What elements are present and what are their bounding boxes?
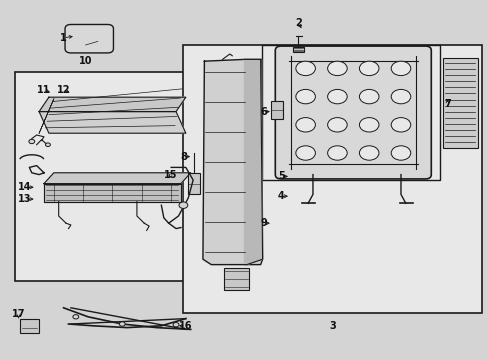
Text: 3: 3 — [328, 321, 335, 331]
Ellipse shape — [295, 61, 315, 76]
Ellipse shape — [359, 89, 378, 104]
Ellipse shape — [327, 61, 346, 76]
Text: 9: 9 — [260, 218, 267, 228]
Bar — [293, 47, 304, 52]
Ellipse shape — [390, 146, 410, 160]
Text: 17: 17 — [12, 309, 25, 319]
Bar — [271, 101, 282, 119]
Text: 14: 14 — [18, 182, 31, 192]
Polygon shape — [244, 59, 262, 265]
Ellipse shape — [390, 61, 410, 76]
Ellipse shape — [179, 202, 187, 208]
Ellipse shape — [359, 61, 378, 76]
Polygon shape — [203, 59, 262, 265]
Text: 15: 15 — [164, 170, 178, 180]
Text: 12: 12 — [57, 85, 70, 95]
Bar — [261, 45, 439, 180]
Polygon shape — [39, 112, 185, 133]
Bar — [20, 319, 39, 333]
Text: 2: 2 — [294, 18, 301, 28]
Ellipse shape — [390, 89, 410, 104]
Ellipse shape — [45, 143, 50, 147]
Ellipse shape — [327, 89, 346, 104]
Text: 5: 5 — [277, 171, 284, 181]
Text: 10: 10 — [79, 56, 92, 66]
Bar — [15, 72, 203, 281]
Ellipse shape — [295, 118, 315, 132]
Text: 13: 13 — [18, 194, 31, 204]
FancyBboxPatch shape — [65, 24, 113, 53]
Ellipse shape — [359, 146, 378, 160]
Ellipse shape — [295, 146, 315, 160]
Ellipse shape — [29, 139, 35, 144]
Ellipse shape — [295, 89, 315, 104]
Ellipse shape — [119, 322, 125, 326]
Ellipse shape — [327, 118, 346, 132]
Text: 6: 6 — [260, 107, 267, 117]
Ellipse shape — [173, 323, 179, 327]
Ellipse shape — [73, 315, 79, 319]
Ellipse shape — [359, 118, 378, 132]
Bar — [442, 58, 477, 148]
Text: 16: 16 — [179, 321, 192, 331]
Bar — [224, 268, 249, 290]
Polygon shape — [44, 173, 190, 184]
Ellipse shape — [390, 118, 410, 132]
Ellipse shape — [327, 146, 346, 160]
Polygon shape — [44, 184, 181, 202]
Text: 8: 8 — [180, 152, 186, 162]
Bar — [188, 173, 200, 194]
FancyBboxPatch shape — [275, 46, 430, 179]
Text: 11: 11 — [37, 85, 51, 95]
Text: 4: 4 — [277, 191, 284, 201]
Bar — [183, 45, 481, 313]
Text: 1: 1 — [60, 33, 67, 43]
Polygon shape — [39, 97, 185, 112]
Text: 7: 7 — [443, 99, 450, 109]
